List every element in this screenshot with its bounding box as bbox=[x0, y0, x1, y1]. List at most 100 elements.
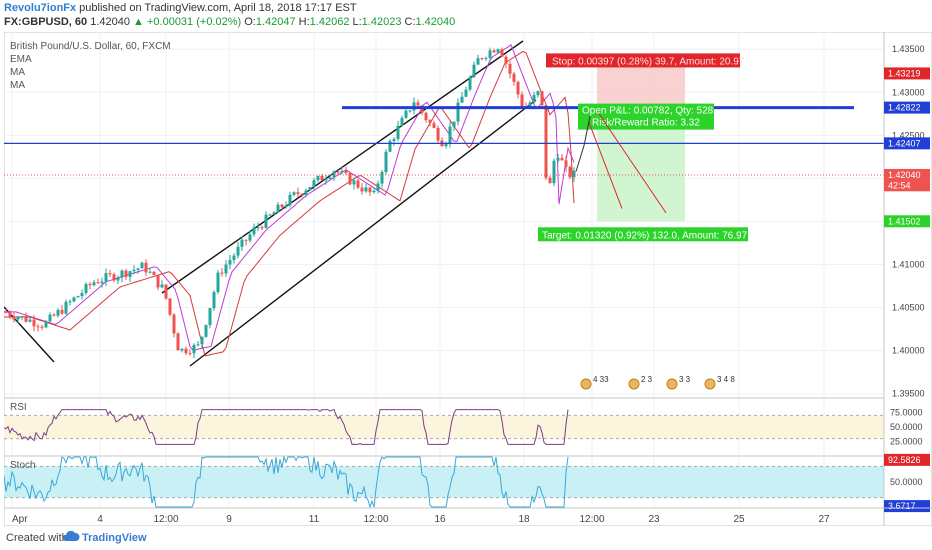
candle-body bbox=[400, 117, 404, 126]
candle-body bbox=[84, 283, 88, 293]
candle-body bbox=[376, 183, 380, 191]
event-markers[interactable]: 4 33 2 3 3 3 3 4 8 bbox=[580, 375, 735, 390]
stoch-line bbox=[3, 455, 569, 509]
published-line: Revolu7ionFx published on TradingView.co… bbox=[4, 2, 357, 14]
candle-body bbox=[296, 192, 300, 194]
close-value: 1.42040 bbox=[415, 16, 456, 28]
candle-body bbox=[224, 264, 228, 274]
candle-body bbox=[340, 170, 344, 173]
rsi-tick-label: 50.0000 bbox=[890, 422, 923, 432]
legend-item-ma-1[interactable]: MA bbox=[10, 67, 25, 78]
event-flag-icon bbox=[628, 378, 640, 390]
price-axis[interactable]: 1.435001.430001.425001.420001.415001.410… bbox=[883, 32, 930, 526]
expected-path bbox=[575, 116, 591, 172]
candle-body bbox=[560, 157, 564, 161]
moving-average-lines bbox=[4, 44, 575, 357]
candle-body bbox=[32, 319, 36, 327]
event-flag-icon bbox=[666, 378, 678, 390]
candle-body bbox=[536, 91, 540, 96]
candle-body bbox=[476, 58, 480, 65]
candle-body bbox=[192, 344, 196, 354]
price-tick-label: 1.39500 bbox=[892, 389, 925, 399]
candle-body bbox=[508, 63, 512, 74]
legend-item-ma-2[interactable]: MA bbox=[10, 80, 25, 91]
rsi-tick-label: 75.0000 bbox=[890, 408, 923, 418]
candle-body bbox=[572, 170, 576, 178]
candle-body bbox=[236, 246, 240, 256]
candle-body bbox=[104, 273, 108, 282]
candle-body bbox=[468, 77, 472, 90]
candle-body bbox=[68, 301, 72, 303]
up-arrow-icon: ▲ bbox=[133, 16, 144, 28]
candle-body bbox=[52, 314, 56, 316]
candle-body bbox=[540, 91, 544, 106]
candle-body bbox=[428, 120, 432, 124]
candle-body bbox=[204, 325, 208, 337]
ema-line bbox=[4, 44, 575, 351]
time-tick-label: 25 bbox=[733, 514, 745, 525]
event-flag-icon bbox=[704, 378, 716, 390]
stoch-value-label: 3.6717 bbox=[888, 501, 916, 511]
candle-body bbox=[268, 214, 272, 216]
candle-body bbox=[544, 105, 548, 178]
price-tick-label: 1.41000 bbox=[892, 260, 925, 270]
candle-body bbox=[28, 319, 32, 322]
high-value: 1.42062 bbox=[309, 16, 350, 28]
candle-body bbox=[208, 308, 212, 326]
time-tick-label: 27 bbox=[818, 514, 830, 525]
candle-body bbox=[416, 102, 420, 106]
candle-body bbox=[276, 204, 280, 213]
time-tick-label: 12:00 bbox=[363, 514, 388, 525]
chart-area[interactable]: Stop: 0.00397 (0.28%) 39.7, Amount: 20.9… bbox=[3, 31, 932, 527]
candle-body bbox=[496, 49, 500, 53]
candle-body bbox=[308, 187, 312, 191]
candle-body bbox=[16, 317, 20, 320]
tradingview-cloud-icon bbox=[62, 529, 80, 546]
candle-body bbox=[564, 160, 568, 167]
low-value: 1.42023 bbox=[361, 16, 402, 28]
tradingview-brand[interactable]: TradingView bbox=[82, 532, 147, 544]
candle-body bbox=[348, 172, 352, 185]
candle-body bbox=[60, 309, 64, 314]
candle-body bbox=[304, 190, 308, 195]
candle-body bbox=[88, 283, 92, 286]
candle-body bbox=[260, 227, 264, 229]
price-label-box bbox=[884, 168, 930, 181]
projection-arrow-2 bbox=[598, 113, 667, 214]
publisher-name[interactable]: Revolu7ionFx bbox=[4, 2, 77, 14]
candle-body bbox=[212, 292, 216, 309]
candle-body bbox=[384, 151, 388, 172]
candle-body bbox=[388, 141, 392, 152]
candle-body bbox=[480, 58, 484, 60]
candle-body bbox=[244, 239, 248, 241]
channel-lower-line bbox=[189, 99, 537, 367]
candle-body bbox=[552, 160, 556, 184]
price-label: 1.42040 bbox=[888, 170, 921, 180]
stoch-tick-label: 50.0000 bbox=[890, 477, 923, 487]
candle-body bbox=[332, 171, 336, 178]
price-label: 42:54 bbox=[888, 180, 911, 190]
candle-body bbox=[368, 187, 372, 193]
created-with-text: Created with bbox=[6, 532, 68, 544]
candle-body bbox=[252, 227, 256, 235]
time-axis[interactable]: Apr 4 12:00 9 11 12:00 16 18 12:00 23 25 27 bbox=[4, 507, 932, 525]
event-flag-icon bbox=[580, 378, 592, 390]
legend-item-ema[interactable]: EMA bbox=[10, 54, 32, 65]
candle-body bbox=[72, 297, 76, 302]
rsi-title: RSI bbox=[10, 402, 27, 413]
candle-body bbox=[156, 274, 160, 288]
candle-body bbox=[44, 321, 48, 328]
candle-body bbox=[436, 127, 440, 141]
price-tick-label: 1.43000 bbox=[892, 87, 925, 97]
time-tick-label: 12:00 bbox=[153, 514, 178, 525]
candle-body bbox=[264, 214, 268, 228]
chart-svg[interactable]: Stop: 0.00397 (0.28%) 39.7, Amount: 20.9… bbox=[3, 31, 932, 527]
candle-body bbox=[472, 64, 476, 78]
candle-body bbox=[528, 102, 532, 108]
candle-body bbox=[120, 270, 124, 278]
candle-body bbox=[356, 180, 360, 188]
candle-body bbox=[484, 57, 488, 59]
stoch-value-box bbox=[884, 453, 930, 466]
candle-body bbox=[424, 112, 428, 121]
candle-body bbox=[128, 271, 132, 277]
